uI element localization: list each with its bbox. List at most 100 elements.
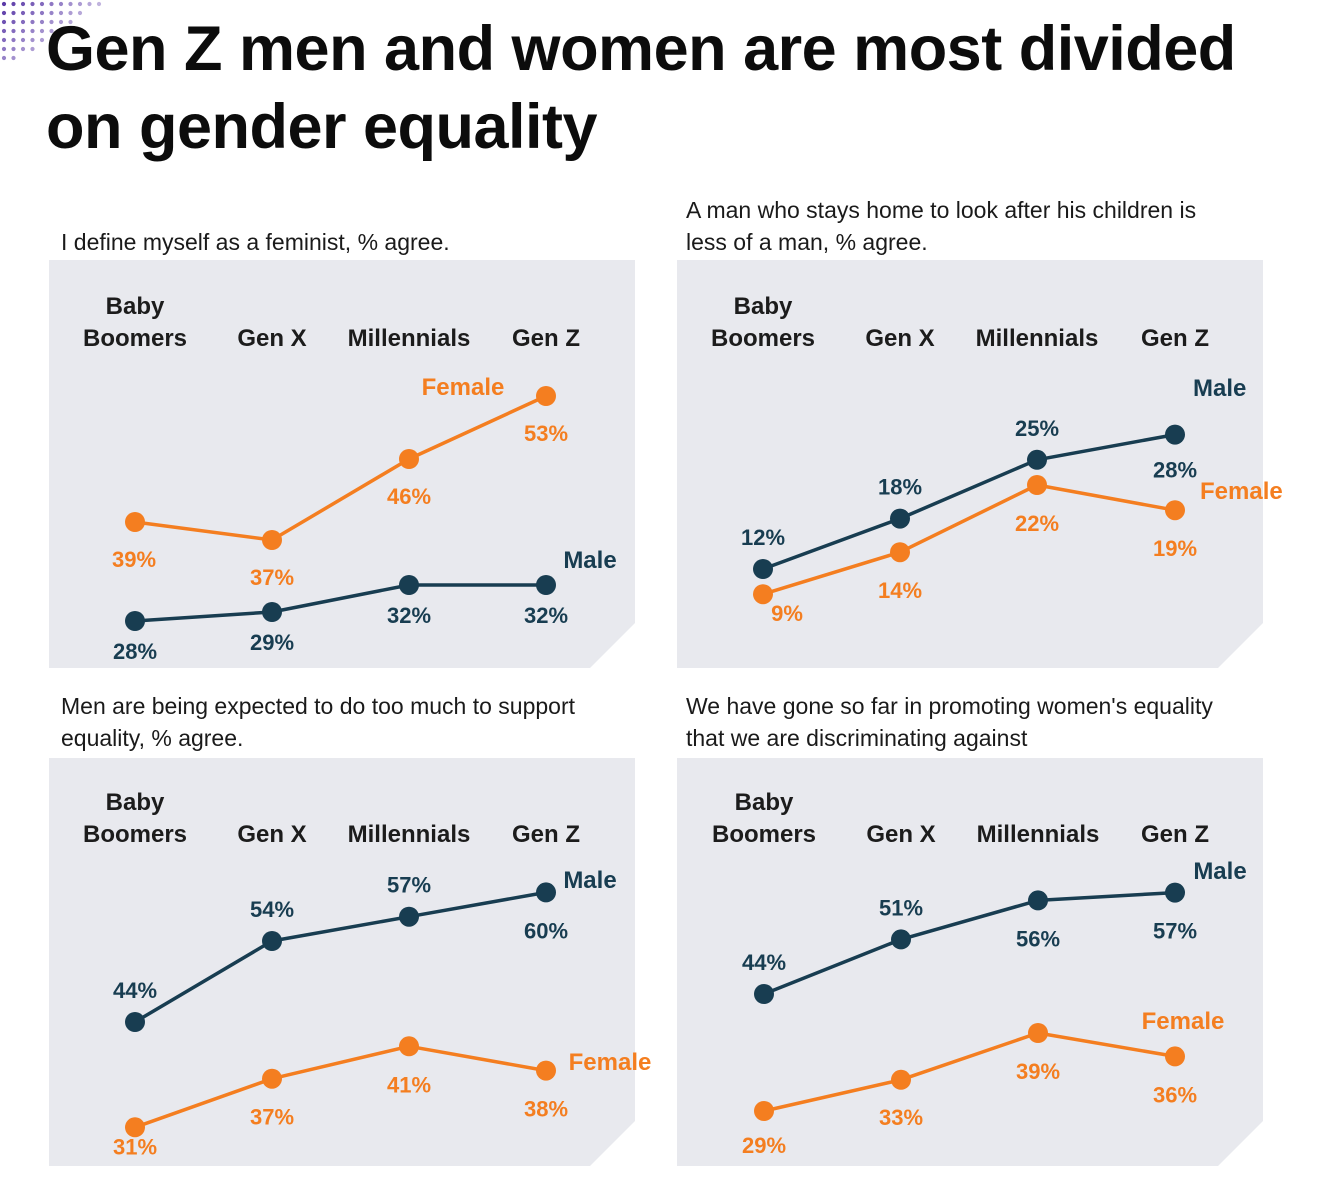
data-label: 29% (250, 630, 294, 655)
male-series-line (763, 890, 1176, 996)
decoration-dot (11, 37, 16, 43)
decoration-dot (58, 10, 64, 16)
series-name-label: Male (563, 867, 616, 894)
category-label: Baby (734, 293, 793, 320)
chart-2-background (677, 260, 1263, 668)
data-label: 44% (113, 978, 157, 1003)
chart-3-subtitle: Men are being expected to do too much to… (61, 693, 575, 751)
category-label: Gen Z (512, 821, 580, 848)
category-label: Boomers (83, 325, 187, 352)
female-data-point (125, 1117, 145, 1138)
decoration-dot (39, 10, 45, 16)
male-data-point (125, 1012, 145, 1032)
decoration-dot (30, 10, 35, 16)
decoration-dot (1, 46, 7, 52)
male-series-line (134, 890, 547, 1024)
female-data-point (890, 542, 910, 563)
category-label: Gen Z (512, 325, 580, 352)
data-label: 56% (1016, 926, 1060, 951)
data-label: 53% (524, 421, 568, 446)
decoration-dot (49, 1, 54, 7)
male-data-point (262, 931, 282, 951)
data-label: 12% (741, 525, 785, 550)
decoration-dot (20, 10, 26, 16)
female-data-point (399, 1036, 419, 1057)
decoration-dot (49, 28, 54, 34)
chart-4-subtitle: We have gone so far in promoting women's… (686, 693, 1213, 751)
category-label: Gen X (237, 821, 306, 848)
data-label: 44% (742, 950, 786, 975)
series-name-label: Female (1142, 1008, 1225, 1035)
category-label: Gen X (866, 821, 935, 848)
decoration-dot (77, 10, 83, 16)
data-label: 46% (387, 484, 431, 509)
female-data-point (262, 1068, 282, 1089)
category-label: Gen X (865, 325, 934, 352)
decoration-dot (30, 19, 35, 25)
data-label: 51% (879, 895, 923, 920)
data-label: 31% (113, 1134, 157, 1159)
data-label: 29% (742, 1133, 786, 1158)
decoration-dot (1, 1, 7, 7)
male-data-point (1165, 882, 1185, 903)
series-name-label: Male (1193, 858, 1246, 885)
decoration-dot (30, 28, 35, 34)
decoration-dot (58, 19, 64, 25)
series-name-label: Female (1200, 478, 1283, 505)
decoration-dot (68, 1, 73, 7)
decoration-dot (1, 37, 7, 43)
male-series-line (762, 432, 1176, 571)
category-label: Boomers (711, 325, 815, 352)
female-data-point (754, 1101, 774, 1121)
chart-4-background (677, 758, 1263, 1166)
category-label: Boomers (712, 821, 816, 848)
male-data-point (753, 559, 773, 579)
data-label: 22% (1015, 511, 1059, 536)
data-label: 28% (113, 639, 157, 664)
decoration-dot (1, 55, 7, 61)
female-data-point (1165, 1046, 1185, 1067)
decoration-dot (11, 10, 16, 16)
decoration-dot (68, 10, 73, 16)
female-data-point (753, 584, 773, 605)
series-name-label: Male (1193, 375, 1246, 402)
data-label: 37% (250, 565, 294, 590)
data-label: 39% (112, 547, 156, 572)
data-label: 25% (1015, 416, 1059, 441)
female-data-point (1165, 500, 1185, 521)
male-data-point (890, 508, 910, 529)
male-data-point (891, 929, 911, 950)
dotted-pattern-decoration (1, 1, 102, 61)
decoration-dot (11, 19, 16, 25)
chart-3-background (49, 758, 635, 1166)
female-data-point (399, 449, 419, 469)
decoration-dot (1, 19, 7, 25)
chart-2-subtitle: A man who stays home to look after his c… (686, 197, 1197, 255)
category-label: Millennials (976, 325, 1099, 352)
male-data-point (399, 906, 419, 927)
data-label: 57% (387, 873, 431, 898)
category-label: Gen Z (1141, 325, 1209, 352)
male-data-point (536, 882, 556, 903)
decoration-dot (30, 1, 35, 7)
male-data-point (536, 575, 556, 595)
category-label: Gen Z (1141, 821, 1209, 848)
series-name-label: Male (563, 547, 616, 574)
data-label: 19% (1153, 536, 1197, 561)
decoration-dot (39, 37, 45, 43)
female-data-point (891, 1069, 911, 1090)
decoration-dot (20, 28, 26, 34)
decoration-dot (11, 1, 16, 7)
data-label: 39% (1016, 1059, 1060, 1084)
category-label: Baby (106, 789, 165, 816)
data-label: 28% (1153, 458, 1197, 483)
data-label: 36% (1153, 1082, 1197, 1107)
data-label: 54% (250, 897, 294, 922)
female-data-point (262, 530, 282, 550)
male-data-point (1027, 449, 1047, 470)
male-series-line (134, 583, 546, 623)
decoration-dot (1, 28, 7, 34)
